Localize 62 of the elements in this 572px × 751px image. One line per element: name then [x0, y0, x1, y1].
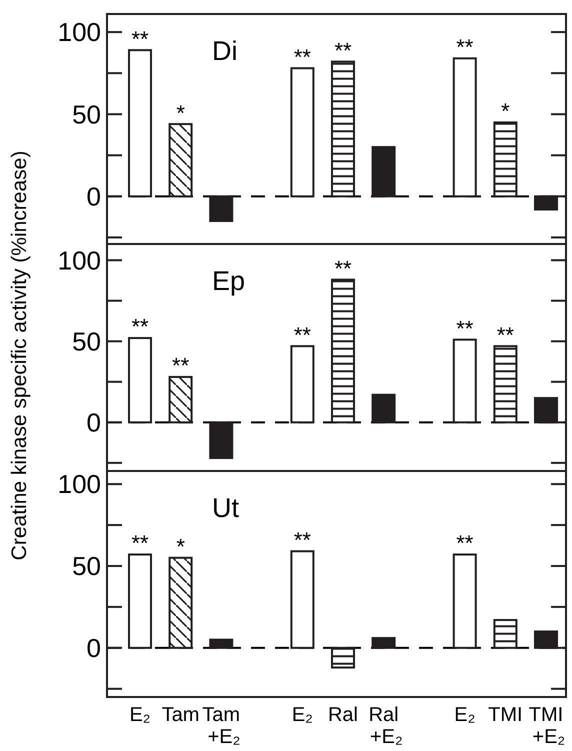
data-label: * — [176, 100, 186, 126]
data-label: ** — [456, 530, 474, 556]
bar — [493, 121, 518, 198]
y-tick-label: 0 — [86, 181, 101, 212]
bar — [168, 123, 193, 198]
bar — [128, 554, 152, 649]
x-tick-label: TMI +E₂ — [526, 704, 566, 748]
data-label: ** — [294, 527, 312, 552]
data-label: ** — [172, 353, 190, 378]
text: Ut — [212, 493, 240, 523]
x-tick-label: E₂ — [454, 704, 476, 726]
y-tick-label: 0 — [86, 407, 101, 438]
x-tick-label: Tam +E₂ — [202, 704, 240, 748]
y-tick-label: 100 — [58, 17, 101, 48]
bar — [372, 146, 396, 198]
bar — [168, 556, 193, 649]
data-label: ** — [131, 314, 149, 340]
bar — [209, 638, 234, 649]
data-label: ** — [334, 38, 352, 63]
x-tick-label: TMI — [488, 704, 523, 726]
data-label: ** — [456, 34, 474, 60]
data-label: ** — [334, 256, 352, 281]
bar — [452, 57, 477, 198]
y-tick-label: 100 — [58, 469, 101, 500]
bar — [209, 421, 234, 460]
data-label: ** — [496, 322, 514, 348]
x-tick-label: Ral — [328, 704, 358, 726]
bar — [331, 646, 355, 669]
x-tick-label: E₂ — [129, 704, 151, 726]
bar — [168, 376, 193, 424]
bar — [290, 345, 314, 424]
x-tick-label: Ral +E₂ — [364, 704, 403, 748]
y-tick-label: 0 — [86, 632, 101, 663]
bar — [372, 637, 396, 649]
bar — [493, 619, 518, 649]
bar — [290, 67, 314, 198]
text: Di — [212, 36, 238, 66]
data-label: ** — [456, 316, 474, 341]
bar — [331, 278, 355, 424]
bar — [209, 195, 234, 222]
data-label: ** — [131, 530, 149, 556]
x-tick-label: Tam — [162, 704, 200, 726]
y-tick-label: 50 — [72, 326, 101, 356]
bar — [331, 60, 355, 198]
bar — [290, 550, 314, 649]
data-label: * — [176, 534, 186, 559]
bar — [493, 345, 518, 424]
bar — [128, 337, 152, 424]
y-axis-title: Creatine kinase specific activity (%increase) — [8, 150, 31, 560]
bar — [452, 338, 477, 424]
y-tick-label: 50 — [72, 551, 101, 582]
y-tick-label: 50 — [72, 99, 101, 130]
y-tick-label: 100 — [58, 245, 101, 276]
x-tick-label: E₂ — [292, 704, 313, 726]
bar — [452, 554, 477, 649]
data-label: ** — [294, 322, 312, 348]
bar — [128, 49, 152, 198]
data-label: ** — [294, 44, 312, 70]
data-label: * — [501, 98, 510, 124]
text: Ep — [212, 266, 246, 296]
data-label: ** — [131, 26, 149, 52]
bar — [372, 394, 396, 424]
